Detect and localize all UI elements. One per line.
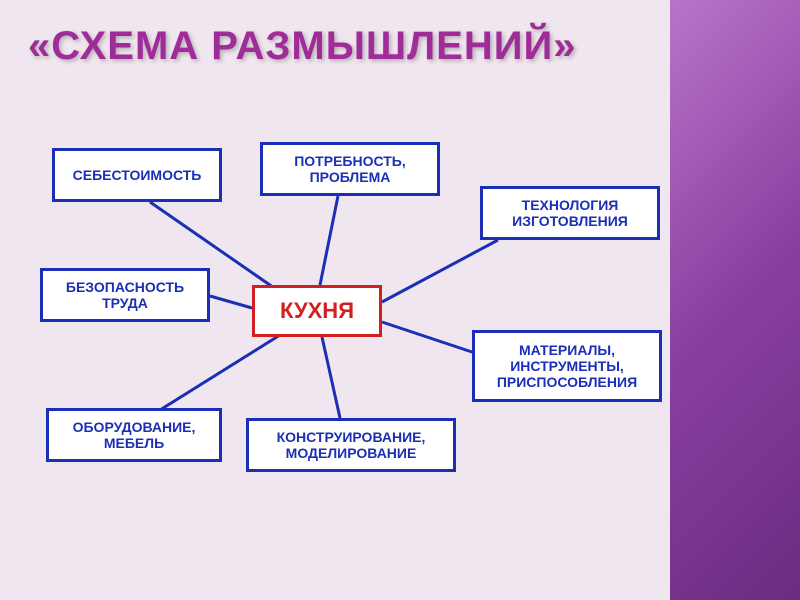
- node-cost: СЕБЕСТОИМОСТЬ: [52, 148, 222, 202]
- slide-title: «СХЕМА РАЗМЫШЛЕНИЙ»: [28, 24, 576, 69]
- node-construct: КОНСТРУИРОВАНИЕ, МОДЕЛИРОВАНИЕ: [246, 418, 456, 472]
- node-equip: ОБОРУДОВАНИЕ, МЕБЕЛЬ: [46, 408, 222, 462]
- node-tech: ТЕХНОЛОГИЯ ИЗГОТОВЛЕНИЯ: [480, 186, 660, 240]
- center-node: КУХНЯ: [252, 285, 382, 337]
- connector-line: [320, 196, 338, 285]
- node-need: ПОТРЕБНОСТЬ, ПРОБЛЕМА: [260, 142, 440, 196]
- node-materials: МАТЕРИАЛЫ, ИНСТРУМЕНТЫ, ПРИСПОСОБЛЕНИЯ: [472, 330, 662, 402]
- node-safety: БЕЗОПАСНОСТЬ ТРУДА: [40, 268, 210, 322]
- connector-line: [210, 296, 252, 308]
- mind-map-diagram: КУХНЯ СЕБЕСТОИМОСТЬ ПОТРЕБНОСТЬ, ПРОБЛЕМА Т…: [20, 130, 670, 550]
- connector-line: [160, 335, 280, 410]
- connector-line: [382, 240, 498, 302]
- connector-line: [322, 337, 340, 418]
- side-decoration: [670, 0, 800, 600]
